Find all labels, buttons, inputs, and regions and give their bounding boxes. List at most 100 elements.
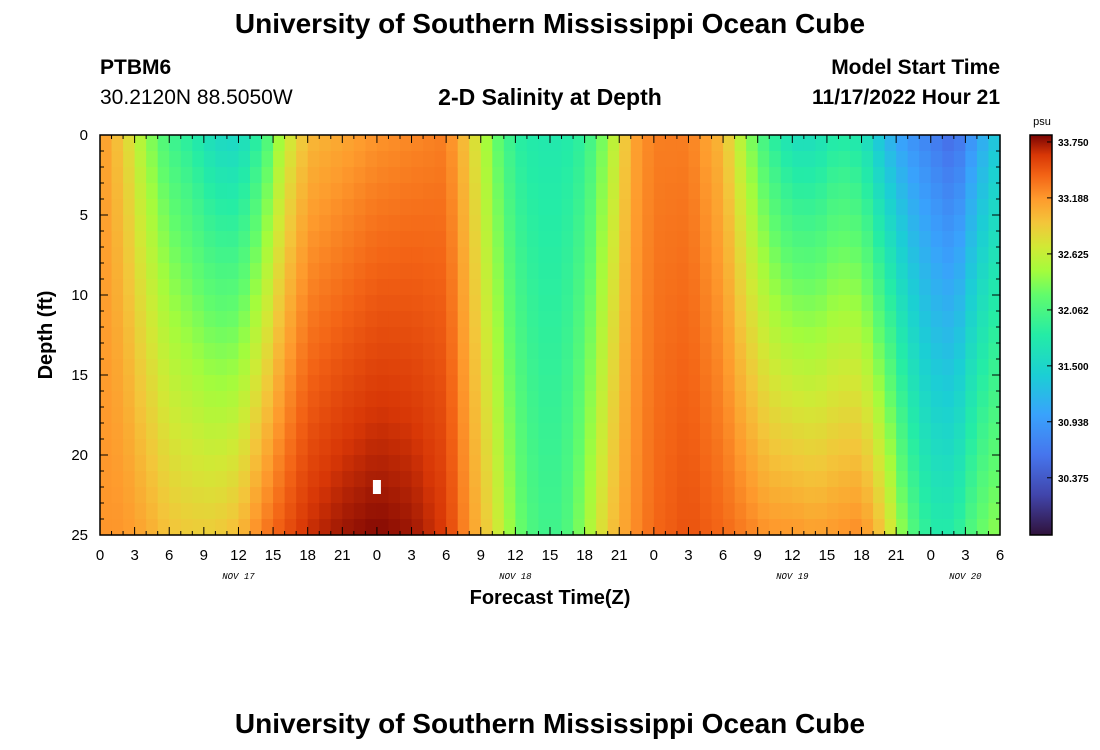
heatmap-cell (815, 247, 828, 264)
heatmap-cell (492, 471, 505, 488)
heatmap-cell (400, 503, 413, 520)
heatmap-cell (123, 487, 136, 504)
heatmap-cell (434, 199, 447, 216)
heatmap-cell (250, 311, 263, 328)
heatmap-cell (815, 375, 828, 392)
heatmap-cell (584, 519, 597, 536)
heatmap-cell (838, 423, 851, 440)
heatmap-cell (238, 407, 251, 424)
heatmap-cell (446, 471, 459, 488)
heatmap-cell (550, 327, 563, 344)
heatmap-cell (780, 135, 793, 152)
heatmap-cell (780, 503, 793, 520)
heatmap-cell (434, 391, 447, 408)
heatmap-cell (157, 279, 170, 296)
heatmap-cell (896, 455, 909, 472)
heatmap-cell (446, 439, 459, 456)
heatmap-cell (226, 215, 240, 232)
heatmap-cell (884, 423, 897, 440)
heatmap-cell (930, 519, 943, 536)
heatmap-cell (203, 279, 216, 296)
heatmap-cell (157, 439, 170, 456)
heatmap-cell (907, 135, 920, 152)
heatmap-cell (942, 135, 955, 152)
heatmap-cell (526, 503, 540, 520)
heatmap-cell (942, 231, 955, 248)
heatmap-cell (780, 407, 793, 424)
heatmap-cell (826, 375, 840, 392)
heatmap-cell (873, 503, 886, 520)
heatmap-cell (376, 407, 390, 424)
heatmap-cell (953, 215, 966, 232)
heatmap-cell (676, 503, 690, 520)
heatmap-cell (111, 407, 124, 424)
heatmap-cell (469, 199, 482, 216)
heatmap-cell (469, 375, 482, 392)
heatmap-cell (526, 327, 540, 344)
heatmap-cell (307, 247, 320, 264)
heatmap-cell (134, 439, 147, 456)
heatmap-cell (838, 151, 851, 168)
heatmap-cell (192, 215, 205, 232)
heatmap-cell (896, 247, 909, 264)
heatmap-cell (469, 311, 482, 328)
heatmap-cell (434, 295, 447, 312)
heatmap-cell (446, 167, 459, 184)
heatmap-cell (976, 423, 990, 440)
heatmap-cell (584, 183, 597, 200)
heatmap-cell (861, 503, 874, 520)
heatmap-cell (111, 167, 124, 184)
heatmap-cell (203, 487, 216, 504)
heatmap-cell (423, 135, 436, 152)
heatmap-cell (965, 455, 978, 472)
heatmap-cell (573, 503, 586, 520)
heatmap-cell (296, 231, 309, 248)
heatmap-cells (100, 135, 1001, 536)
heatmap-cell (250, 135, 263, 152)
heatmap-cell (884, 199, 897, 216)
heatmap-cell (180, 263, 193, 280)
heatmap-cell (480, 487, 493, 504)
heatmap-cell (319, 183, 332, 200)
heatmap-cell (919, 471, 932, 488)
heatmap-cell (700, 359, 713, 376)
model-start-label: Model Start Time (831, 56, 1000, 79)
heatmap-cell (873, 407, 886, 424)
heatmap-cell (226, 135, 240, 152)
heatmap-cell (988, 407, 1001, 424)
heatmap-cell (457, 375, 470, 392)
heatmap-cell (238, 423, 251, 440)
heatmap-cell (573, 391, 586, 408)
heatmap-cell (203, 455, 216, 472)
heatmap-cell (146, 439, 159, 456)
heatmap-cell (515, 391, 528, 408)
heatmap-cell (930, 167, 943, 184)
heatmap-cell (700, 503, 713, 520)
heatmap-cell (100, 423, 113, 440)
heatmap-cell (596, 391, 609, 408)
heatmap-cell (988, 231, 1001, 248)
heatmap-cell (815, 391, 828, 408)
heatmap-cell (561, 295, 574, 312)
heatmap-cell (353, 503, 366, 520)
heatmap-cell (330, 359, 343, 376)
heatmap-cell (526, 391, 540, 408)
page-title-bottom: University of Southern Mississippi Ocean… (234, 708, 866, 739)
heatmap-cell (688, 359, 701, 376)
heatmap-cell (988, 247, 1001, 264)
x-tick-label: 0 (96, 547, 104, 564)
heatmap-cell (584, 455, 597, 472)
heatmap-cell (769, 455, 782, 472)
heatmap-cell (365, 311, 378, 328)
heatmap-cell (180, 295, 193, 312)
heatmap-cell (873, 279, 886, 296)
heatmap-cell (376, 439, 390, 456)
colorbar-tick-label: 33.750 (1058, 138, 1089, 149)
heatmap-cell (896, 423, 909, 440)
heatmap-cell (215, 279, 228, 296)
heatmap-cell (296, 375, 309, 392)
heatmap-cell (353, 391, 366, 408)
heatmap-cell (596, 279, 609, 296)
heatmap-cell (746, 359, 759, 376)
heatmap-cell (734, 375, 747, 392)
